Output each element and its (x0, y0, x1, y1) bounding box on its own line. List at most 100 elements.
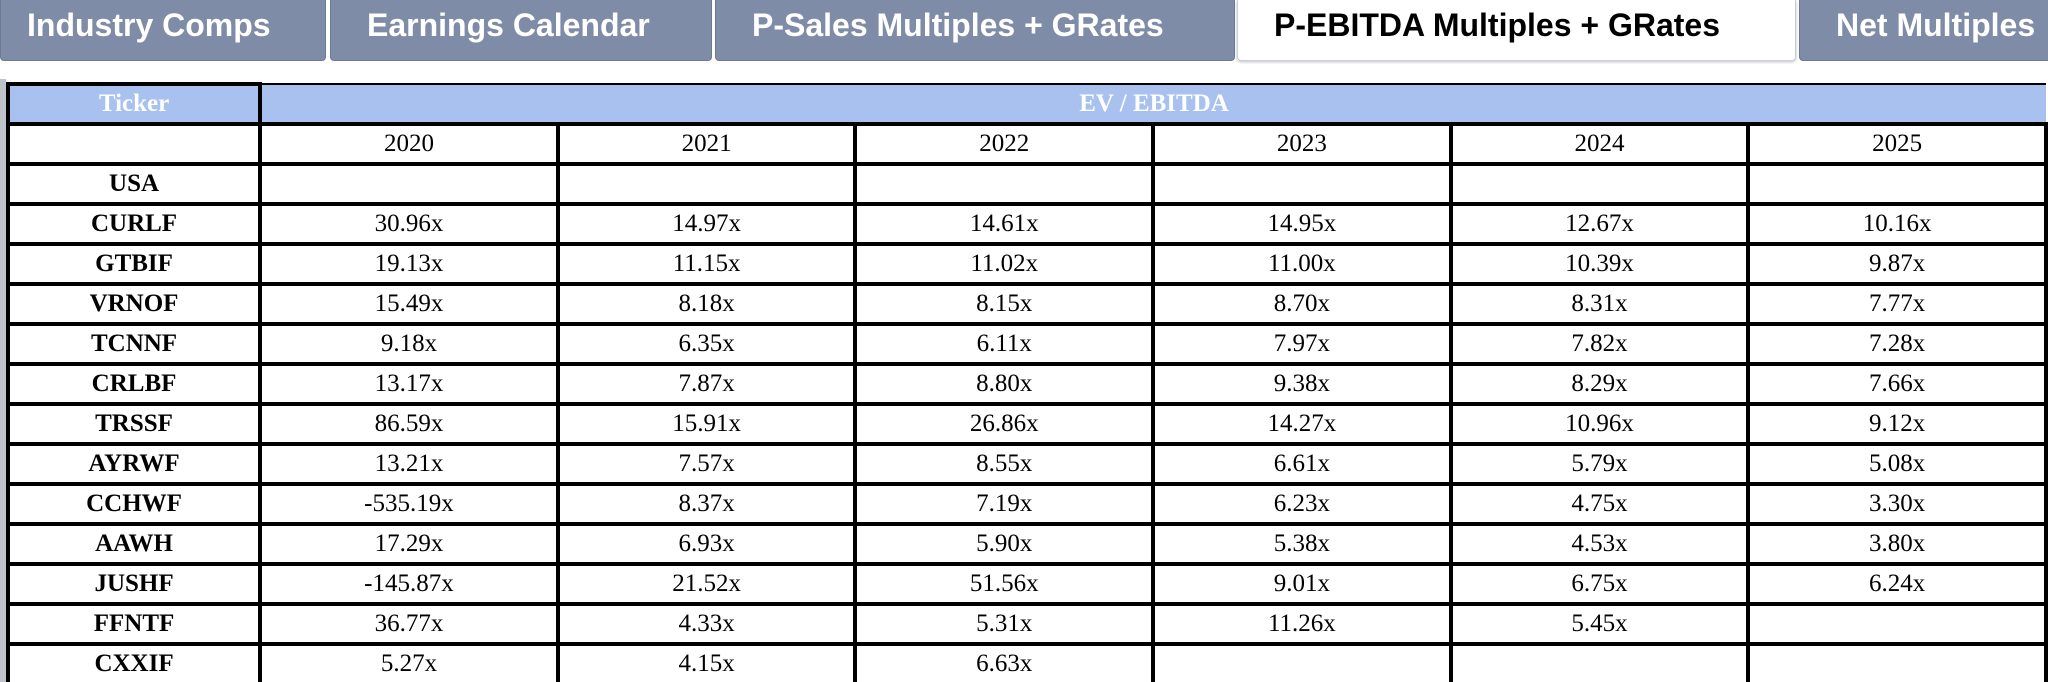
year-header[interactable]: 2022 (853, 122, 1156, 166)
value-cell[interactable] (1746, 642, 2048, 682)
value-cell[interactable]: 21.52x (555, 562, 858, 606)
value-cell[interactable]: 7.28x (1746, 322, 2048, 366)
ticker-cell[interactable]: VRNOF (5, 282, 263, 326)
value-cell[interactable]: 6.35x (555, 322, 858, 366)
value-cell[interactable]: 3.80x (1746, 522, 2048, 566)
value-cell[interactable]: 11.15x (555, 242, 858, 286)
value-cell[interactable]: 5.45x (1448, 602, 1751, 646)
ticker-cell[interactable]: TCNNF (5, 322, 263, 366)
ticker-cell[interactable]: TRSSF (5, 402, 263, 446)
value-cell[interactable]: 3.30x (1746, 482, 2048, 526)
value-cell[interactable]: 5.31x (853, 602, 1156, 646)
year-header[interactable]: 2024 (1448, 122, 1751, 166)
value-cell[interactable]: 7.97x (1151, 322, 1453, 366)
value-cell[interactable]: 5.08x (1746, 442, 2048, 486)
ticker-header[interactable]: Ticker (5, 82, 263, 126)
value-cell[interactable] (1746, 162, 2048, 206)
value-cell[interactable]: 6.75x (1448, 562, 1751, 606)
ticker-cell[interactable]: FFNTF (5, 602, 263, 646)
value-cell[interactable]: 19.13x (258, 242, 560, 286)
tab-industry-comps[interactable]: Industry Comps (0, 0, 326, 61)
value-cell[interactable]: 4.15x (555, 642, 858, 682)
value-cell[interactable]: 9.01x (1151, 562, 1453, 606)
tab-earnings-calendar[interactable]: Earnings Calendar (330, 0, 712, 61)
value-cell[interactable]: 4.53x (1448, 522, 1751, 566)
value-cell[interactable]: 10.16x (1746, 202, 2048, 246)
value-cell[interactable]: 7.66x (1746, 362, 2048, 406)
value-cell[interactable]: 15.91x (555, 402, 858, 446)
value-cell[interactable]: 14.97x (555, 202, 858, 246)
value-cell[interactable]: 13.21x (258, 442, 560, 486)
ticker-cell[interactable]: AYRWF (5, 442, 263, 486)
value-cell[interactable] (853, 162, 1156, 206)
ticker-cell[interactable]: GTBIF (5, 242, 263, 286)
value-cell[interactable]: 86.59x (258, 402, 560, 446)
value-cell[interactable]: 13.17x (258, 362, 560, 406)
value-cell[interactable]: 51.56x (853, 562, 1156, 606)
value-cell[interactable]: 14.61x (853, 202, 1156, 246)
value-cell[interactable]: 11.26x (1151, 602, 1453, 646)
value-cell[interactable]: 6.24x (1746, 562, 2048, 606)
ticker-cell[interactable]: CRLBF (5, 362, 263, 406)
value-cell[interactable]: 30.96x (258, 202, 560, 246)
value-cell[interactable]: 15.49x (258, 282, 560, 326)
year-header[interactable]: 2020 (258, 122, 560, 166)
value-cell[interactable]: 6.23x (1151, 482, 1453, 526)
value-cell[interactable]: 8.80x (853, 362, 1156, 406)
year-header-blank[interactable] (5, 122, 263, 166)
value-cell[interactable]: 5.90x (853, 522, 1156, 566)
tab-p-ebitda-multiples[interactable]: P-EBITDA Multiples + GRates (1237, 0, 1796, 61)
tab-net-multiples[interactable]: Net Multiples (1799, 0, 2048, 61)
tab-p-sales-multiples[interactable]: P-Sales Multiples + GRates (715, 0, 1235, 61)
value-cell[interactable] (258, 162, 560, 206)
value-cell[interactable]: 7.82x (1448, 322, 1751, 366)
value-cell[interactable]: -145.87x (258, 562, 560, 606)
value-cell[interactable] (1746, 602, 2048, 646)
value-cell[interactable]: 5.27x (258, 642, 560, 682)
value-cell[interactable] (555, 162, 858, 206)
value-cell[interactable]: 8.18x (555, 282, 858, 326)
value-cell[interactable]: 7.87x (555, 362, 858, 406)
value-cell[interactable]: 10.96x (1448, 402, 1751, 446)
value-cell[interactable]: -535.19x (258, 482, 560, 526)
value-cell[interactable]: 7.77x (1746, 282, 2048, 326)
ticker-cell[interactable]: CCHWF (5, 482, 263, 526)
value-cell[interactable]: 26.86x (853, 402, 1156, 446)
year-header[interactable]: 2023 (1151, 122, 1453, 166)
year-header[interactable]: 2021 (555, 122, 858, 166)
value-cell[interactable]: 8.29x (1448, 362, 1751, 406)
value-cell[interactable]: 17.29x (258, 522, 560, 566)
value-cell[interactable]: 9.12x (1746, 402, 2048, 446)
ticker-cell[interactable]: CXXIF (5, 642, 263, 682)
value-cell[interactable]: 7.57x (555, 442, 858, 486)
value-cell[interactable] (1448, 642, 1751, 682)
value-cell[interactable]: 8.70x (1151, 282, 1453, 326)
ticker-cell[interactable]: CURLF (5, 202, 263, 246)
value-cell[interactable]: 8.55x (853, 442, 1156, 486)
value-cell[interactable]: 6.11x (853, 322, 1156, 366)
year-header[interactable]: 2025 (1746, 122, 2048, 166)
value-cell[interactable] (1151, 642, 1453, 682)
value-cell[interactable]: 5.79x (1448, 442, 1751, 486)
value-cell[interactable]: 8.15x (853, 282, 1156, 326)
value-cell[interactable]: 6.61x (1151, 442, 1453, 486)
value-cell[interactable]: 36.77x (258, 602, 560, 646)
value-cell[interactable]: 11.00x (1151, 242, 1453, 286)
value-cell[interactable]: 14.95x (1151, 202, 1453, 246)
value-cell[interactable]: 12.67x (1448, 202, 1751, 246)
value-cell[interactable]: 7.19x (853, 482, 1156, 526)
value-cell[interactable]: 6.93x (555, 522, 858, 566)
value-cell[interactable]: 10.39x (1448, 242, 1751, 286)
value-cell[interactable]: 9.87x (1746, 242, 2048, 286)
value-cell[interactable] (1151, 162, 1453, 206)
value-cell[interactable]: 5.38x (1151, 522, 1453, 566)
ticker-cell[interactable]: AAWH (5, 522, 263, 566)
ticker-cell[interactable]: USA (5, 162, 263, 206)
value-cell[interactable]: 4.33x (555, 602, 858, 646)
value-cell[interactable]: 11.02x (853, 242, 1156, 286)
value-cell[interactable]: 9.38x (1151, 362, 1453, 406)
value-cell[interactable]: 8.37x (555, 482, 858, 526)
value-cell[interactable] (1448, 162, 1751, 206)
ev-ebitda-header[interactable]: EV / EBITDA (258, 83, 2046, 125)
value-cell[interactable]: 14.27x (1151, 402, 1453, 446)
